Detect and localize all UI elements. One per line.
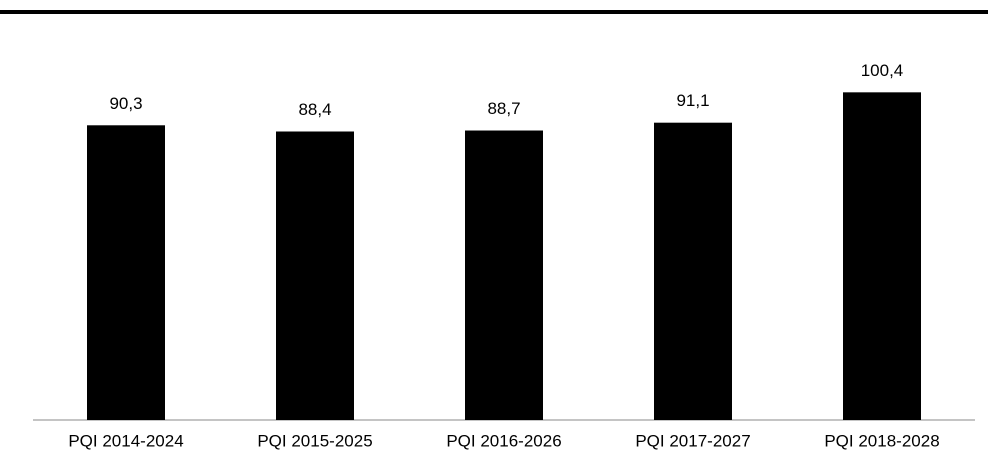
value-label: 100,4: [861, 61, 904, 80]
bar: [465, 130, 543, 421]
value-label: 90,3: [109, 94, 142, 113]
x-tick-label: PQI 2014-2024: [68, 431, 183, 450]
x-tick-label: PQI 2017-2027: [635, 431, 750, 450]
bar: [654, 122, 732, 420]
x-tick-label: PQI 2018-2028: [824, 431, 939, 450]
value-label: 88,7: [487, 99, 520, 118]
value-label: 88,4: [298, 100, 331, 119]
bar: [843, 92, 921, 421]
x-tick-label: PQI 2015-2025: [257, 431, 372, 450]
bar: [87, 125, 165, 420]
value-label: 91,1: [676, 91, 709, 110]
x-tick-label: PQI 2016-2026: [446, 431, 561, 450]
bar: [276, 131, 354, 420]
top-rule: [0, 10, 988, 14]
